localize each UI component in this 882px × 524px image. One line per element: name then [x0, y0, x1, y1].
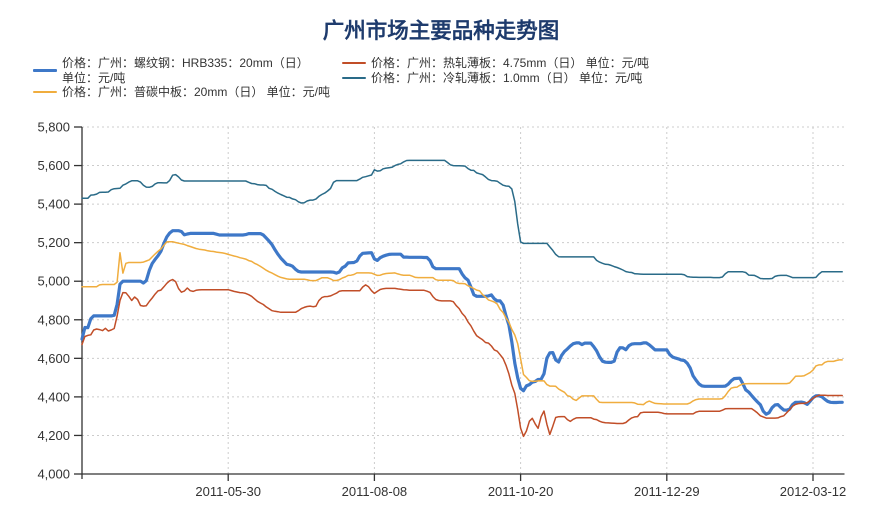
series-line-rebar-hrb335-20mm: [80, 229, 844, 416]
y-tick-label: 5,400: [37, 197, 70, 212]
x-tick-label: 2011-05-30: [195, 484, 261, 499]
axes: [74, 126, 845, 481]
legend-swatch-hot-rolled-line: [342, 62, 366, 65]
y-tick-label: 4,000: [37, 467, 70, 482]
x-axis-tick-labels: 2011-05-30 2011-08-08 2011-10-20 2011-12-29…: [195, 484, 846, 499]
legend-swatch-medium-plate-line: [33, 91, 57, 94]
y-tick-label: 4,400: [37, 389, 70, 404]
y-tick-label: 4,200: [37, 428, 70, 443]
x-tick-label: 2011-10-20: [488, 484, 554, 499]
legend-label: 价格：广州：螺纹钢：HRB335：20mm（日） 单位：元/吨: [62, 56, 309, 85]
legend-column-left: 价格：广州：螺纹钢：HRB335：20mm（日） 单位：元/吨 价格：广州：普碳…: [33, 56, 373, 100]
y-axis-tick-labels: 4,000 4,200 4,400 4,600 4,800 5,000 5,200 5,400…: [37, 120, 70, 482]
legend-item-cold-rolled: 价格：广州：冷轧薄板：1.0mm（日） 单位：元/吨: [342, 71, 762, 86]
legend-item-medium-plate: 价格：广州：普碳中板：20mm（日） 单位：元/吨: [33, 85, 373, 100]
legend-label: 价格：广州：普碳中板：20mm（日） 单位：元/吨: [62, 85, 331, 99]
x-tick-label: 2011-08-08: [342, 484, 408, 499]
series-line-cold-rolled-sheet-1.0mm: [81, 159, 843, 280]
series-line-medium-plate-20mm: [81, 240, 843, 406]
legend-item-hot-rolled: 价格：广州：热轧薄板：4.75mm（日） 单位：元/吨: [342, 56, 762, 71]
x-tick-label: 2011-12-29: [634, 484, 700, 499]
y-tick-label: 4,600: [37, 351, 70, 366]
legend-swatch-rebar-line: [33, 69, 57, 72]
chart-title: 广州市场主要品种走势图: [322, 19, 560, 43]
y-tick-label: 5,600: [37, 158, 70, 173]
y-tick-label: 4,800: [37, 312, 70, 327]
legend-label: 价格：广州：热轧薄板：4.75mm（日） 单位：元/吨: [371, 56, 650, 70]
series-line-hot-rolled-sheet-4.75mm: [81, 278, 843, 438]
y-tick-label: 5,000: [37, 274, 70, 289]
gridlines: [82, 126, 845, 474]
legend-label: 价格：广州：冷轧薄板：1.0mm（日） 单位：元/吨: [371, 70, 643, 85]
legend-column-right: 价格：广州：热轧薄板：4.75mm（日） 单位：元/吨 价格：广州：冷轧薄板：1…: [342, 56, 762, 85]
y-tick-label: 5,200: [37, 235, 70, 250]
legend-item-rebar: 价格：广州：螺纹钢：HRB335：20mm（日） 单位：元/吨: [33, 56, 312, 85]
legend-swatch-cold-rolled-line: [342, 76, 366, 79]
y-tick-label: 5,800: [37, 120, 70, 135]
x-tick-label: 2012-03-12: [780, 484, 847, 499]
series-lines: [80, 159, 844, 438]
